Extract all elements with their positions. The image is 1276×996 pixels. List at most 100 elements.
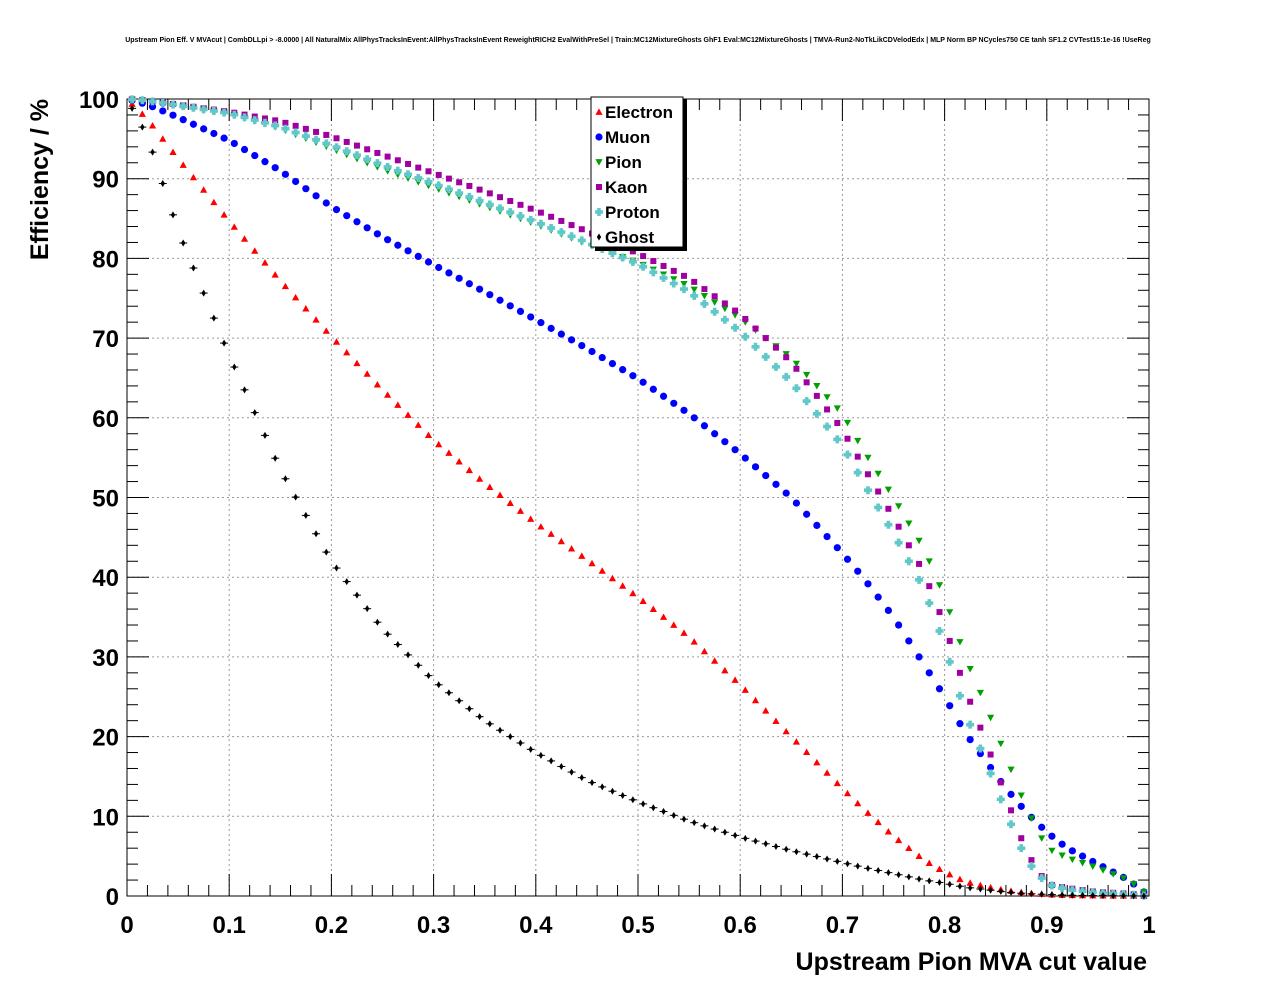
data-point-proton bbox=[434, 181, 443, 190]
data-point-ghost bbox=[906, 873, 912, 881]
data-point-kaon bbox=[803, 379, 810, 386]
data-point-kaon bbox=[936, 609, 943, 616]
data-point-ghost bbox=[804, 850, 809, 858]
data-point-proton bbox=[915, 575, 924, 584]
x-tick-label: 0.2 bbox=[315, 912, 348, 939]
data-point-ghost bbox=[467, 705, 472, 713]
data-point-pion bbox=[690, 286, 698, 294]
data-point-kaon bbox=[905, 542, 912, 549]
data-point-muon bbox=[557, 330, 565, 338]
data-point-proton bbox=[731, 323, 740, 332]
data-point-ghost bbox=[651, 804, 656, 812]
y-tick-label: 20 bbox=[92, 725, 119, 752]
y-tick-label: 50 bbox=[92, 486, 119, 513]
data-point-proton bbox=[853, 468, 862, 477]
data-point-ghost bbox=[1049, 891, 1055, 899]
data-point-muon bbox=[537, 319, 545, 327]
data-point-proton bbox=[536, 219, 545, 228]
data-point-kaon bbox=[670, 267, 677, 274]
series-muon bbox=[128, 96, 1148, 896]
data-point-muon bbox=[956, 720, 964, 728]
data-point-muon bbox=[424, 258, 433, 266]
data-point-ghost bbox=[640, 800, 646, 808]
chart-title: Upstream Pion Eff. V MVAcut | CombDLLpi … bbox=[125, 37, 1151, 44]
data-point-pion bbox=[976, 689, 984, 697]
data-point-proton bbox=[506, 208, 515, 217]
data-point-electron bbox=[230, 223, 238, 230]
data-point-electron bbox=[394, 401, 402, 408]
data-point-electron bbox=[496, 491, 504, 498]
data-point-proton bbox=[823, 422, 832, 431]
data-point-proton bbox=[240, 113, 249, 122]
data-point-muon bbox=[435, 263, 443, 272]
data-point-muon bbox=[516, 307, 525, 316]
data-point-muon bbox=[169, 111, 177, 119]
data-point-electron bbox=[343, 348, 351, 356]
data-point-ghost bbox=[150, 148, 155, 156]
data-point-muon bbox=[465, 280, 473, 288]
data-point-proton bbox=[659, 273, 668, 282]
data-point-electron bbox=[384, 391, 392, 398]
legend-label-ghost: Ghost bbox=[605, 228, 654, 247]
data-point-ghost bbox=[937, 878, 942, 886]
data-point-ghost bbox=[783, 845, 789, 853]
data-point-muon bbox=[935, 685, 944, 693]
data-point-electron bbox=[435, 440, 443, 448]
data-point-muon bbox=[659, 392, 668, 400]
data-point-muon bbox=[843, 555, 852, 563]
data-point-muon bbox=[363, 224, 371, 232]
data-point-ghost bbox=[262, 431, 268, 439]
data-point-muon bbox=[823, 532, 831, 541]
data-point-ghost bbox=[947, 880, 952, 888]
data-point-electron bbox=[619, 582, 627, 589]
data-point-muon bbox=[271, 164, 279, 172]
data-point-kaon bbox=[415, 164, 422, 171]
data-point-ghost bbox=[875, 866, 881, 874]
data-point-ghost bbox=[508, 733, 513, 741]
data-point-electron bbox=[772, 717, 780, 724]
data-point-electron bbox=[751, 696, 760, 704]
data-point-kaon bbox=[537, 209, 544, 216]
data-point-muon bbox=[864, 580, 872, 588]
data-point-pion bbox=[997, 740, 1005, 748]
data-point-ghost bbox=[1100, 892, 1106, 900]
data-point-electron bbox=[731, 676, 739, 683]
y-tick-label: 100 bbox=[79, 87, 119, 114]
data-point-proton bbox=[138, 96, 147, 105]
data-point-ghost bbox=[252, 409, 257, 417]
data-point-muon bbox=[895, 621, 903, 629]
data-point-ghost bbox=[722, 828, 728, 836]
data-point-electron bbox=[966, 879, 974, 886]
data-point-electron bbox=[159, 135, 167, 142]
data-point-proton bbox=[373, 159, 382, 168]
data-point-kaon bbox=[732, 307, 739, 314]
data-point-electron bbox=[189, 173, 198, 181]
data-point-electron bbox=[803, 748, 811, 756]
data-point-muon bbox=[179, 116, 187, 124]
data-point-kaon bbox=[425, 168, 432, 175]
data-point-proton bbox=[301, 132, 310, 141]
data-point-muon bbox=[373, 230, 381, 238]
data-point-proton bbox=[220, 108, 229, 117]
data-point-electron bbox=[813, 758, 821, 766]
data-point-muon bbox=[220, 134, 228, 142]
data-point-electron bbox=[935, 865, 944, 872]
data-point-kaon bbox=[926, 583, 933, 590]
data-point-proton bbox=[322, 139, 331, 148]
data-point-ghost bbox=[630, 796, 636, 804]
data-point-pion bbox=[813, 383, 821, 390]
x-axis-label: Upstream Pion MVA cut value bbox=[796, 948, 1148, 976]
data-point-kaon bbox=[282, 119, 289, 126]
data-point-muon bbox=[189, 120, 198, 128]
data-point-electron bbox=[915, 852, 923, 860]
data-point-muon bbox=[210, 129, 218, 138]
data-point-ghost bbox=[436, 681, 441, 689]
data-point-muon bbox=[915, 653, 923, 661]
data-point-electron bbox=[261, 259, 269, 266]
data-point-muon bbox=[404, 247, 412, 255]
data-point-proton bbox=[332, 143, 341, 152]
data-point-kaon bbox=[721, 300, 728, 307]
data-point-electron bbox=[148, 121, 157, 129]
data-point-ghost bbox=[528, 745, 533, 753]
data-point-ghost bbox=[1059, 891, 1065, 899]
